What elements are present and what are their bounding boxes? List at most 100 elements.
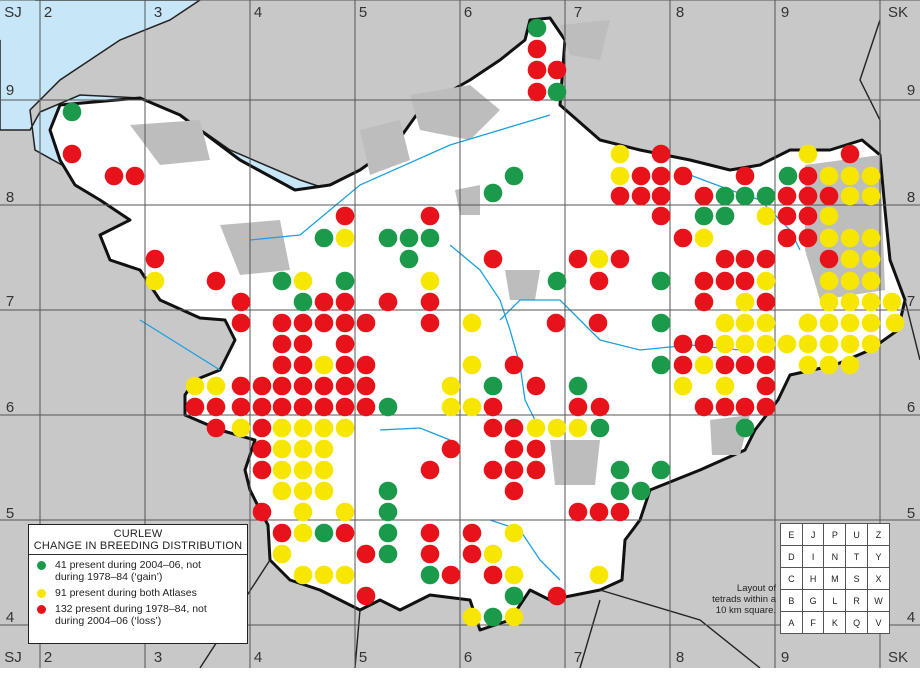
both-dot — [293, 481, 313, 501]
both-dot — [840, 186, 860, 206]
grid-label-x-top: 2 — [44, 4, 52, 21]
grid-label-x-bottom: 9 — [781, 649, 789, 666]
tetrad-cell: X — [867, 567, 890, 590]
tetrad-cell: Q — [845, 611, 869, 634]
loss-dot — [673, 334, 693, 354]
gain-dot — [735, 186, 755, 206]
gain-dot — [378, 397, 398, 417]
loss-dot — [756, 355, 776, 375]
both-dot — [335, 418, 355, 438]
both-dot — [272, 418, 292, 438]
both-dot — [314, 355, 334, 375]
corner-label-bottom-left: SJ — [4, 649, 22, 666]
both-dot — [798, 313, 818, 333]
loss-dot — [462, 544, 482, 564]
loss-dot — [589, 502, 609, 522]
legend-loss-line1: 132 present during 1978–84, not — [55, 603, 207, 615]
grid-label-x-bottom: 4 — [254, 649, 262, 666]
both-dot — [735, 334, 755, 354]
loss-dot — [483, 397, 503, 417]
loss-dot — [504, 439, 524, 459]
loss-dot — [335, 313, 355, 333]
loss-dot — [798, 206, 818, 226]
both-dot — [589, 249, 609, 269]
loss-dot — [125, 166, 145, 186]
legend-item-both: 91 present during both Atlases — [29, 587, 247, 599]
loss-dot — [356, 544, 376, 564]
both-dot — [314, 418, 334, 438]
grid-label-y-left: 5 — [6, 505, 14, 522]
loss-dot — [715, 249, 735, 269]
both-dot — [694, 355, 714, 375]
both-dot — [756, 334, 776, 354]
both-dot — [840, 292, 860, 312]
loss-dot — [252, 460, 272, 480]
gain-dot — [420, 228, 440, 248]
loss-dot — [441, 565, 461, 585]
gain-dot — [378, 544, 398, 564]
both-dot — [293, 439, 313, 459]
grid-label-y-left: 8 — [6, 189, 14, 206]
loss-dot — [673, 228, 693, 248]
gain-dot — [756, 186, 776, 206]
loss-dot — [694, 271, 714, 291]
loss-dot — [590, 397, 610, 417]
both-dot — [819, 271, 839, 291]
gain-dot — [399, 249, 419, 269]
both-dot — [293, 565, 313, 585]
loss-dot — [651, 186, 671, 206]
loss-dot — [252, 502, 272, 522]
both-dot — [798, 144, 818, 164]
gain-dot — [590, 418, 610, 438]
tetrad-cell: K — [823, 611, 847, 634]
tetrad-cell: A — [780, 611, 803, 634]
grid-label-x-bottom: 8 — [676, 649, 684, 666]
both-dot — [272, 460, 292, 480]
both-dot — [756, 313, 776, 333]
both-dot — [694, 228, 714, 248]
both-dot — [861, 271, 881, 291]
both-dot — [756, 206, 776, 226]
loss-dot — [756, 249, 776, 269]
both-dot — [441, 397, 461, 417]
tetrad-cell: I — [801, 545, 825, 568]
loss-dot — [527, 82, 547, 102]
loss-dot — [420, 206, 440, 226]
loss-dot — [568, 249, 588, 269]
corner-label-top-right: SK — [888, 4, 908, 21]
both-dot — [861, 186, 881, 206]
both-dot — [756, 271, 776, 291]
both-dot — [819, 166, 839, 186]
both-dot — [840, 313, 860, 333]
legend-item-loss: 132 present during 1978–84, not during 2… — [29, 603, 247, 627]
urban-area — [505, 270, 540, 300]
both-dot — [840, 271, 860, 291]
gain-dot — [378, 228, 398, 248]
loss-dot — [526, 376, 546, 396]
gain-dot — [651, 313, 671, 333]
tetrad-cell: E — [780, 523, 803, 546]
both-dot — [504, 523, 524, 543]
loss-dot — [588, 313, 608, 333]
loss-dot — [420, 460, 440, 480]
loss-dot — [272, 355, 292, 375]
river — [489, 519, 561, 581]
urban-area — [410, 85, 500, 140]
both-dot — [483, 544, 503, 564]
gain-dot — [610, 460, 630, 480]
loss-dot — [694, 334, 714, 354]
loss-dot — [420, 523, 440, 543]
loss-dot — [335, 376, 355, 396]
loss-dot — [272, 334, 292, 354]
both-dot — [840, 166, 860, 186]
loss-dot — [673, 166, 693, 186]
loss-dot — [798, 166, 818, 186]
loss-dot — [546, 313, 566, 333]
loss-dot — [610, 502, 630, 522]
both-dot — [861, 292, 881, 312]
loss-dots — [62, 39, 860, 606]
loss-dot — [252, 439, 272, 459]
both-dot — [715, 313, 735, 333]
